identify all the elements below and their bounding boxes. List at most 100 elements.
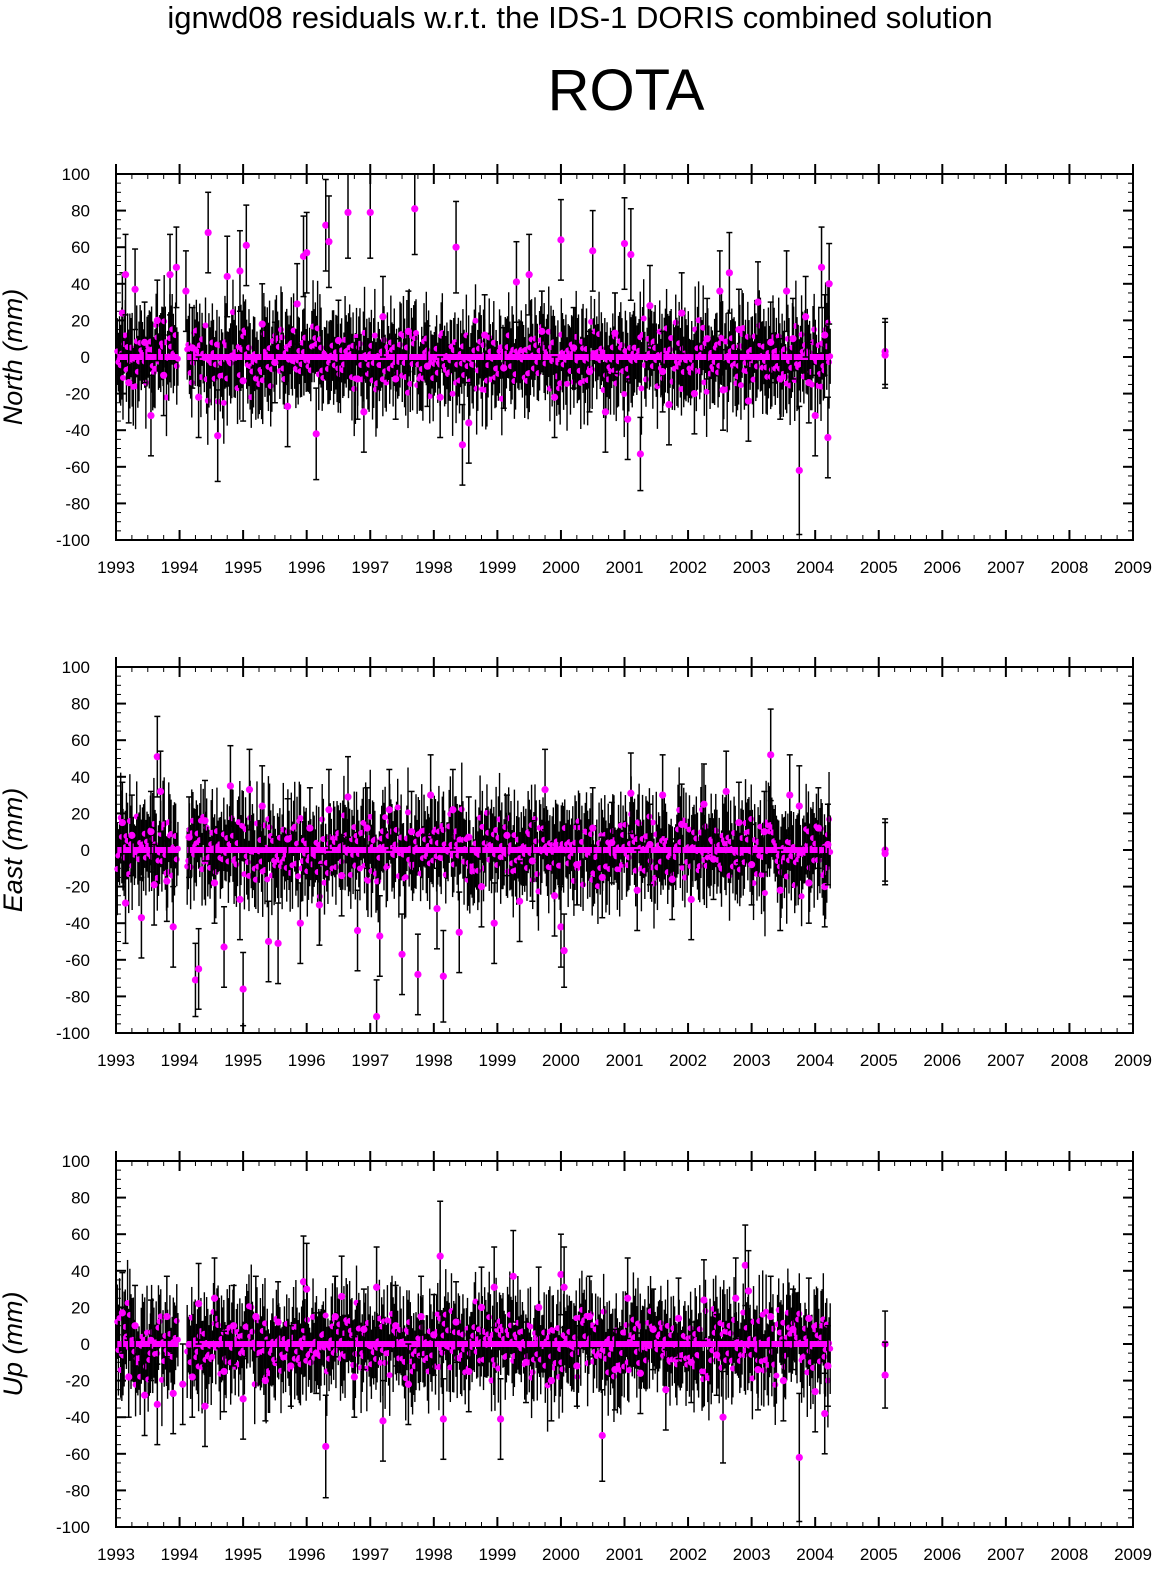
data-point (633, 886, 641, 894)
north-x-tick-label: 2006 (923, 558, 961, 577)
data-point (201, 1402, 209, 1410)
data-point (557, 1270, 565, 1279)
data-point (121, 899, 130, 907)
data-point (732, 1294, 740, 1302)
data-point (824, 433, 832, 442)
data-point (782, 287, 791, 295)
data-point (500, 364, 508, 372)
data-point (182, 287, 190, 295)
data-point (121, 271, 130, 279)
data-point (805, 379, 813, 387)
east-y-tick-label: -80 (65, 987, 90, 1006)
up-data-points (118, 1200, 889, 1523)
data-point (881, 850, 889, 858)
up-y-tick-label: 100 (62, 1152, 90, 1171)
data-point (169, 923, 177, 931)
data-point (236, 895, 244, 904)
data-point (163, 877, 171, 885)
data-point (490, 1283, 498, 1291)
data-point (528, 857, 536, 865)
data-point (360, 1325, 368, 1333)
east-x-tick-label: 2004 (796, 1051, 834, 1070)
data-point (331, 1312, 339, 1321)
data-point (620, 239, 629, 248)
data-point (741, 1261, 749, 1269)
data-point (363, 824, 371, 832)
data-point (128, 831, 136, 839)
east-y-tick-label: 100 (62, 658, 90, 677)
data-point (573, 1362, 581, 1370)
data-point (795, 466, 803, 475)
data-point (703, 335, 711, 343)
data-point (417, 1312, 425, 1321)
data-point (700, 800, 708, 808)
data-point (147, 1336, 155, 1344)
data-point (789, 335, 797, 343)
data-point (312, 1349, 320, 1357)
north-y-tick-label: -100 (56, 531, 90, 550)
north-x-tick-label: 2007 (987, 558, 1025, 577)
data-point (547, 1377, 556, 1385)
data-point (560, 1283, 568, 1291)
data-point (662, 1386, 670, 1394)
east-x-tick-label: 2001 (606, 1051, 644, 1070)
data-point (700, 1296, 708, 1304)
data-point (627, 789, 635, 797)
data-point (239, 1395, 247, 1403)
east-x-tick-label: 2009 (1114, 1051, 1152, 1070)
data-point (496, 1415, 505, 1423)
data-point (881, 1371, 889, 1379)
east-x-tick-label: 1996 (288, 1051, 326, 1070)
data-point (373, 1012, 381, 1021)
data-point (776, 375, 784, 383)
data-point (220, 1367, 228, 1376)
north-x-tick-label: 2000 (542, 558, 580, 577)
data-point (776, 886, 784, 894)
data-point (179, 1380, 187, 1388)
data-point (713, 1351, 721, 1359)
data-point (535, 1303, 543, 1311)
east-x-tick-label: 2005 (860, 1051, 898, 1070)
data-point (153, 753, 161, 761)
east-residuals-chart: 100 80 60 40 20 0 -20 -40 -60 -80 -100 1993 1994 1995… (0, 657, 1152, 1070)
data-point (229, 1322, 238, 1330)
data-point (687, 1358, 695, 1366)
error-bar (367, 173, 374, 259)
up-y-tick-label: 40 (71, 1262, 90, 1281)
data-point (560, 947, 568, 955)
data-point (153, 316, 161, 324)
up-dense-cloud (114, 1259, 834, 1432)
data-point (767, 1312, 775, 1321)
data-point (439, 1415, 447, 1423)
data-point (385, 806, 393, 814)
data-point (220, 943, 228, 951)
data-point (223, 272, 231, 281)
east-x-tick-label: 2000 (542, 1051, 580, 1070)
data-point (188, 344, 196, 352)
data-point (767, 338, 775, 346)
data-point (725, 269, 733, 277)
north-y-tick-label: 100 (62, 165, 90, 184)
data-point (668, 875, 676, 883)
data-point (147, 828, 155, 836)
east-y-tick-label: 40 (71, 768, 90, 787)
data-point (598, 873, 606, 882)
data-point (465, 1367, 473, 1376)
data-point (805, 879, 813, 887)
data-point (350, 1373, 358, 1381)
data-point (458, 441, 467, 449)
north-x-tick-label: 2004 (796, 558, 834, 577)
data-point (795, 802, 803, 810)
east-y-tick-label: -20 (65, 878, 90, 897)
data-point (353, 926, 362, 935)
up-y-tick-label: 80 (71, 1189, 90, 1208)
chart-title: ignwd08 residuals w.r.t. the IDS-1 DORIS… (167, 0, 993, 35)
data-point (611, 1366, 619, 1374)
data-point (236, 267, 244, 275)
data-point (795, 1453, 803, 1462)
data-point (516, 897, 524, 905)
data-point (245, 786, 254, 794)
data-point (611, 329, 619, 337)
data-point (360, 408, 368, 416)
